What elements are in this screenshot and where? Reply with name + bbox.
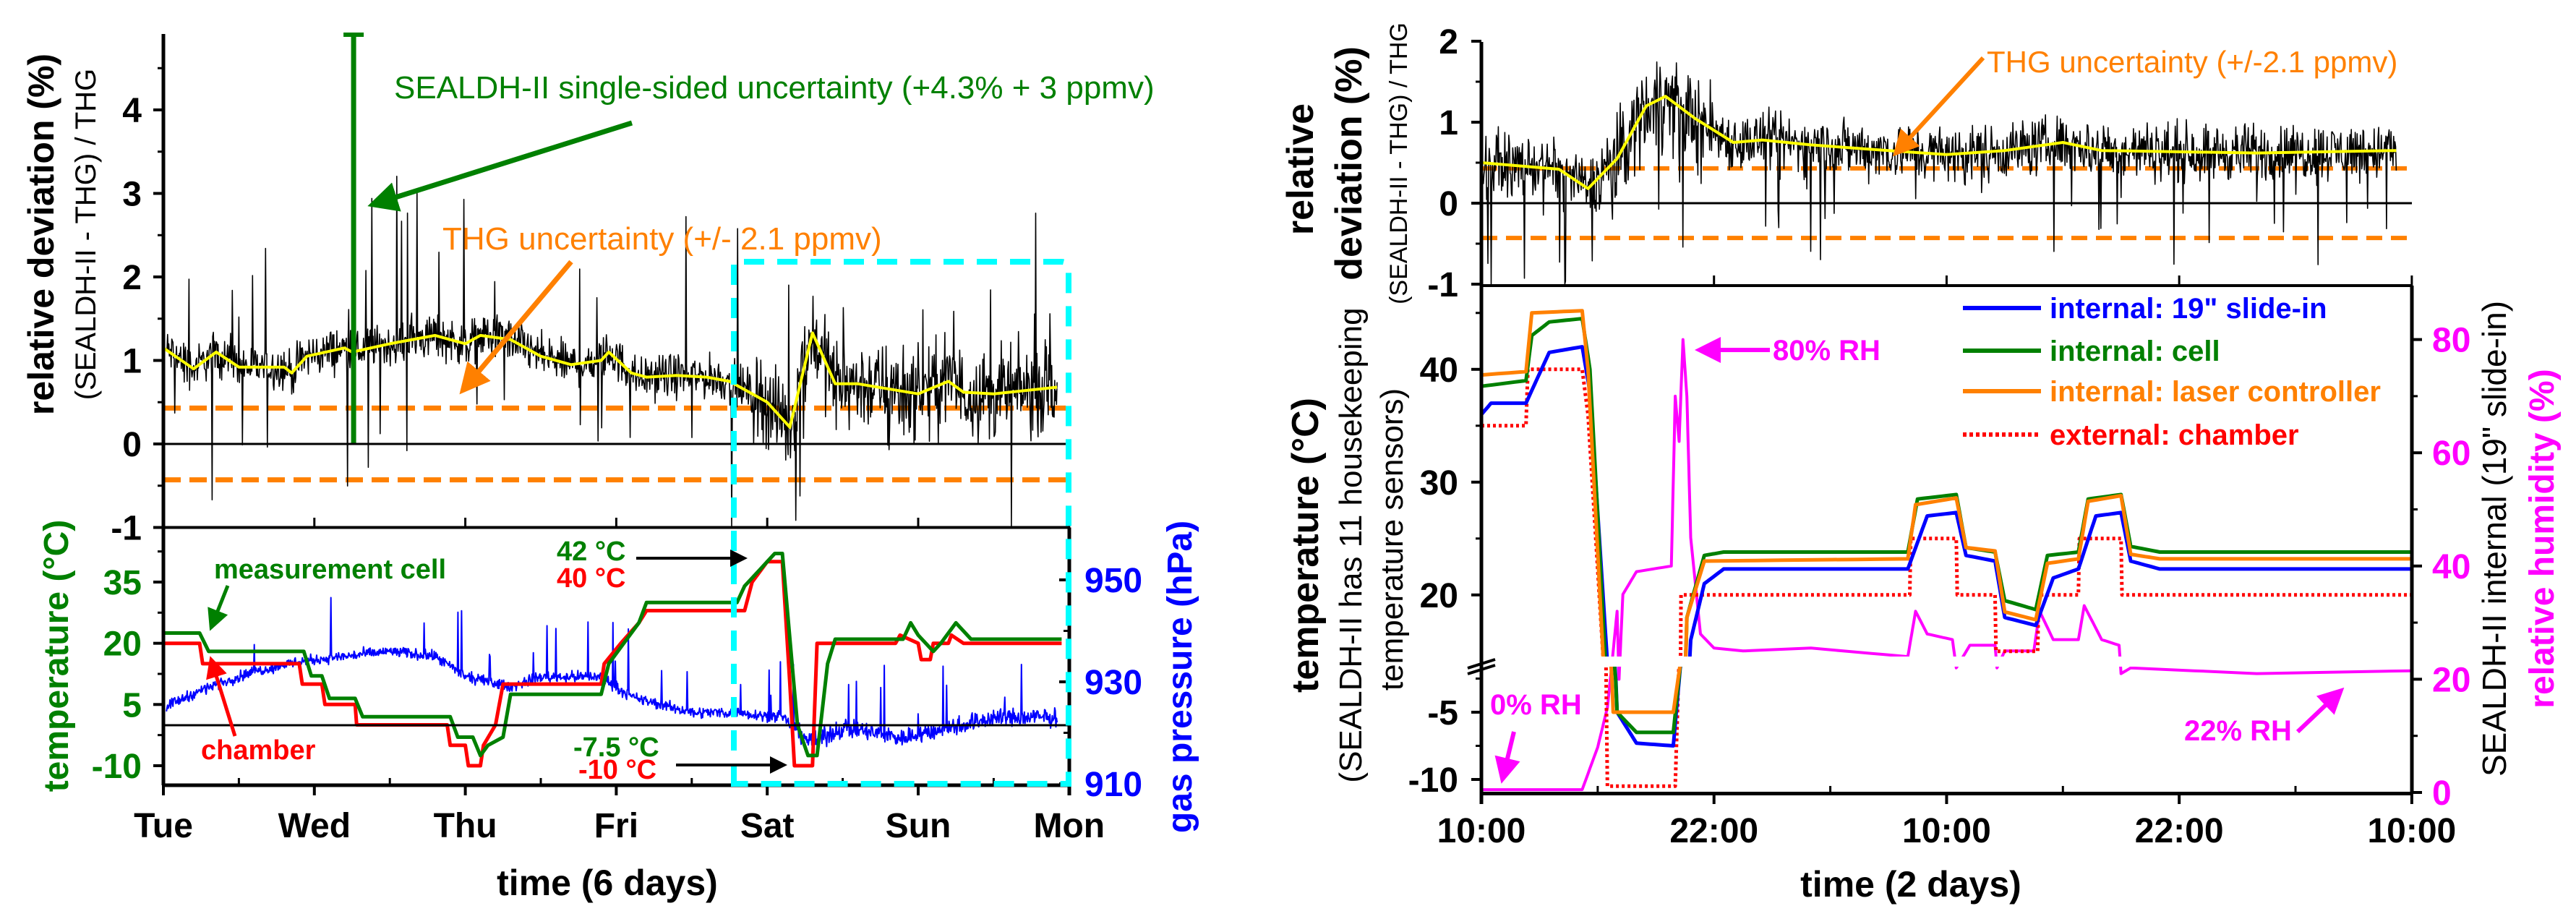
right-thg-uncertainty-arrow	[1892, 56, 1985, 157]
temperature-tick-label: 20	[103, 625, 142, 664]
right-panel: 10:00 22:00 10:00 22:00 10:00 2 1 0 -1 40 30 20 -5 -1…	[1280, 22, 2562, 905]
x-tick-label: Sun	[886, 807, 951, 845]
legend-label: internal: cell	[2050, 335, 2220, 367]
left-top-ylabel-sub: (SEALDH-II - THG) / THG	[70, 69, 102, 401]
x-tick-label: 10:00	[1437, 812, 1526, 850]
cell-temperature-line	[163, 552, 1062, 758]
x-tick-label: 22:00	[2135, 812, 2224, 850]
left-xlabel: time (6 days)	[497, 863, 718, 903]
right-temperature-ylabel-sub2: temperature sensors)	[1374, 388, 1410, 691]
external-chamber-line	[1481, 367, 2412, 788]
rh-end-arrow	[2295, 687, 2345, 734]
temperature-tick-label: 30	[1420, 464, 1458, 503]
temperature-tick-label: -10	[92, 748, 142, 786]
right-rh-ylabel: relative humidity (%)	[2523, 369, 2562, 708]
rh-max-annotation: 80% RH	[1773, 335, 1880, 367]
axis-break-gap	[1484, 657, 2410, 667]
left-ticks: Tue Wed Thu Fri Sat Sun Mon 4 3 2 1 0 -1 35 20 5 -10 950 9…	[92, 67, 1142, 845]
gas-pressure-line	[166, 597, 1058, 748]
rh-min-arrow	[1494, 731, 1520, 784]
right-thg-uncertainty-annotation: THG uncertainty (+/-2.1 ppmv)	[1987, 45, 2397, 79]
temperature-tick-label: -5	[1427, 694, 1458, 732]
sealdh-uncertainty-arrow	[367, 120, 633, 212]
rh-tick-label: 60	[2432, 435, 2470, 473]
smoothed-deviation-line	[1481, 95, 2397, 190]
left-panel: Tue Wed Thu Fri Sat Sun Mon 4 3 2 1 0 -1 35 20 5 -10 950 9…	[21, 33, 1199, 903]
legend: internal: 19" slide-in internal: cell inte…	[1963, 293, 2381, 451]
x-tick-label: Tue	[134, 807, 193, 845]
thg-uncertainty-arrow	[459, 260, 573, 395]
right-data-layer	[1480, 61, 2412, 792]
rh-end-annotation: 22% RH	[2184, 715, 2292, 747]
sealdh-uncertainty-annotation: SEALDH-II single-sided uncertainty (+4.3…	[394, 70, 1155, 106]
right-xlabel: time (2 days)	[1800, 864, 2021, 905]
temperature-tick-label: 40	[1420, 351, 1458, 390]
zoom-region-box	[731, 259, 1071, 787]
temperature-tick-label: 5	[122, 686, 142, 724]
rh-tick-label: 20	[2432, 661, 2470, 699]
min-chamber-annotation: -10 °C	[578, 755, 656, 785]
x-tick-label: 10:00	[1902, 812, 1991, 850]
smoothed-deviation-line	[162, 331, 1058, 429]
raw-deviation-line	[166, 176, 1058, 529]
max-chamber-annotation: 40 °C	[557, 563, 625, 594]
y-tick-label: 1	[1439, 104, 1458, 142]
legend-label: internal: laser controller	[2050, 376, 2381, 408]
measurement-cell-arrow	[207, 585, 230, 631]
y-tick-label: 2	[1439, 23, 1458, 61]
pressure-tick-label: 910	[1084, 766, 1142, 804]
y-tick-label: -1	[1427, 266, 1458, 304]
temperature-tick-label: 35	[103, 564, 142, 602]
right-ticks: 10:00 22:00 10:00 22:00 10:00 2 1 0 -1 40 30 20 -5 -1…	[1408, 23, 2471, 850]
y-tick-label: 3	[122, 176, 142, 214]
y-tick-label: 1	[122, 343, 142, 381]
left-temperature-ylabel: temperature (°C)	[38, 520, 76, 792]
x-tick-label: Thu	[434, 807, 497, 845]
chamber-arrow	[206, 656, 237, 737]
x-tick-label: Fri	[594, 807, 638, 845]
y-tick-label: -1	[111, 510, 142, 548]
pressure-tick-label: 930	[1084, 664, 1142, 702]
x-tick-label: 22:00	[1669, 812, 1758, 850]
raw-deviation-line	[1482, 61, 2397, 285]
internal-slide-in-line	[1480, 345, 2412, 748]
min-cell-annotation: -7.5 °C	[573, 732, 659, 763]
y-tick-label: 0	[122, 426, 142, 464]
x-tick-label: Sat	[740, 807, 795, 845]
temperature-tick-label: 20	[1420, 577, 1458, 615]
y-tick-label: 2	[122, 259, 142, 297]
rh-tick-label: 80	[2432, 322, 2470, 360]
right-top-ylabel-line1: relative	[1280, 103, 1322, 235]
right-rh-ylabel-sub: SEALDH-II internal (19" slide-in)	[2476, 301, 2513, 777]
right-temperature-ylabel: temperature (°C)	[1285, 398, 1327, 693]
right-top-ylabel-line2: deviation (%)	[1328, 46, 1370, 281]
left-data-layer	[162, 33, 1069, 768]
x-tick-label: Wed	[278, 807, 351, 845]
rh-min-annotation: 0% RH	[1490, 689, 1582, 721]
y-tick-label: 0	[1439, 185, 1458, 223]
left-pressure-ylabel: gas pressure (hPa)	[1161, 521, 1199, 833]
x-tick-label: 10:00	[2367, 812, 2456, 850]
chamber-annotation: chamber	[201, 735, 316, 766]
measurement-cell-annotation: measurement cell	[214, 555, 446, 585]
right-temperature-ylabel-sub1: (SEALDH-II has 11 housekeeping	[1333, 307, 1369, 782]
pressure-tick-label: 950	[1084, 562, 1142, 600]
y-tick-label: 4	[122, 92, 142, 130]
rh-tick-label: 0	[2432, 774, 2452, 813]
temperature-tick-label: -10	[1408, 761, 1458, 800]
legend-label: internal: 19" slide-in	[2050, 293, 2327, 325]
internal-laser-controller-line	[1481, 309, 2412, 714]
right-top-ylabel-sub: (SEALDH-II - THG) / THG	[1385, 22, 1413, 304]
x-tick-label: Mon	[1033, 807, 1105, 845]
left-top-ylabel: relative deviation (%)	[21, 54, 61, 415]
thg-uncertainty-annotation: THG uncertainty (+/- 2.1 ppmv)	[442, 221, 882, 257]
axis-break-marks	[1467, 658, 1496, 675]
legend-label: external: chamber	[2050, 419, 2299, 451]
max-cell-annotation: 42 °C	[557, 537, 625, 567]
rh-tick-label: 40	[2432, 548, 2470, 586]
